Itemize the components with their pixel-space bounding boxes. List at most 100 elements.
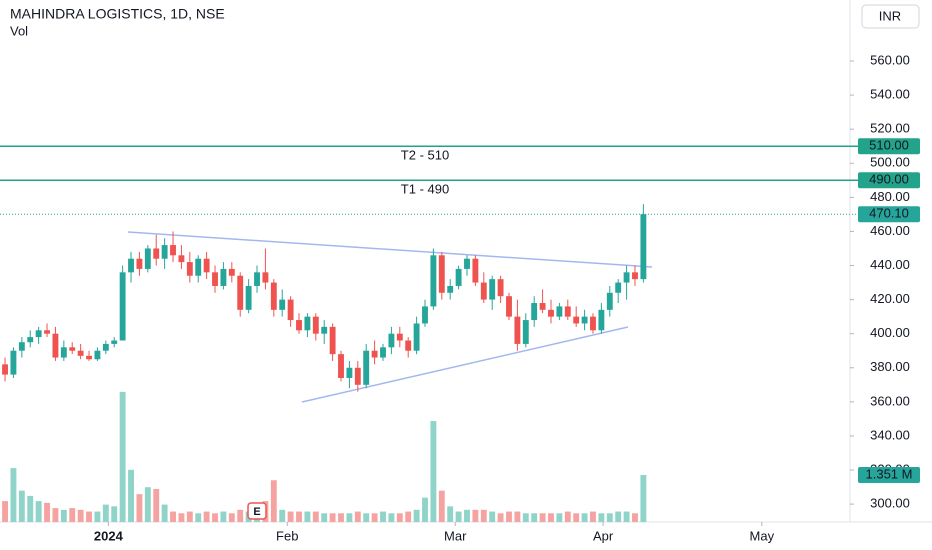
volume-bar: [623, 511, 630, 522]
volume-bar: [60, 509, 67, 522]
candle-body: [212, 272, 218, 286]
subtitle: Vol: [10, 23, 28, 38]
candle-body: [321, 326, 328, 334]
volume-bar: [128, 469, 134, 522]
candle-body: [522, 320, 529, 344]
candle-body: [136, 258, 143, 269]
candle-body: [312, 316, 319, 334]
candle-body: [388, 333, 395, 348]
candle-body: [237, 275, 244, 310]
chart-title: MAHINDRA LOGISTICS, 1D, NSE: [10, 6, 225, 22]
candle-body: [304, 316, 311, 331]
volume-bar: [178, 513, 185, 522]
volume-bar: [237, 509, 244, 522]
volume-bar: [464, 509, 470, 522]
candle-body: [119, 272, 126, 341]
volume-bar: [371, 513, 378, 522]
candle-body: [220, 268, 227, 286]
volume-bar: [556, 513, 563, 522]
candle-body: [69, 347, 76, 351]
y-tick-label: 480.00: [870, 189, 910, 204]
volume-bar: [489, 511, 496, 522]
candle-body: [44, 330, 50, 334]
candle-body: [270, 282, 277, 310]
y-tick-label: 500.00: [870, 155, 910, 170]
volume-bar: [279, 509, 286, 522]
volume-bar: [27, 495, 34, 522]
candle-body: [35, 330, 42, 338]
candle-body: [371, 350, 378, 358]
currency-button[interactable]: [861, 4, 920, 29]
candle-body: [514, 316, 521, 344]
volume-bar: [144, 487, 151, 522]
candle-body: [438, 255, 445, 293]
volume-bar: [186, 511, 193, 522]
volume-bar: [615, 511, 622, 522]
candle-body: [245, 285, 252, 310]
volume-bar: [270, 480, 277, 522]
candle-body: [573, 316, 580, 324]
candle-body: [354, 367, 361, 385]
y-tick-label: 520.00: [870, 121, 910, 136]
candle-body: [632, 272, 638, 280]
volume-bar: [590, 511, 596, 522]
volume-bar: [296, 511, 302, 522]
price-line-box: [858, 138, 920, 155]
last-volume-label: 1.351 M: [866, 466, 913, 481]
price-line-text: T1 - 490: [401, 182, 449, 197]
volume-bar: [321, 513, 328, 522]
candle-body: [489, 279, 496, 300]
candle-body: [380, 347, 386, 358]
volume-bar: [438, 490, 445, 522]
volume-bar: [405, 511, 412, 522]
candle-body: [228, 268, 235, 276]
candle-body: [346, 367, 353, 378]
candle-body: [161, 245, 168, 259]
volume-bar: [522, 513, 529, 522]
volume-bar: [514, 511, 521, 522]
candle-body: [102, 343, 109, 351]
candle-body: [506, 296, 512, 317]
volume-bar: [640, 474, 647, 522]
volume-bar: [480, 509, 487, 522]
candle-body: [144, 248, 151, 269]
volume-bar: [329, 513, 336, 522]
candle-body: [2, 364, 8, 375]
y-tick-label: 300.00: [870, 496, 910, 511]
currency-label[interactable]: INR: [879, 8, 901, 23]
volume-bar: [430, 421, 437, 522]
y-tick-label: 380.00: [870, 359, 910, 374]
y-tick-label: 440.00: [870, 257, 910, 272]
candle-body: [615, 282, 622, 293]
volume-bar: [506, 511, 512, 522]
volume-bar: [548, 513, 554, 522]
volume-bar: [35, 501, 42, 522]
volume-bar: [472, 509, 479, 522]
candle-body: [203, 258, 210, 273]
volume-bar: [396, 513, 403, 522]
candle-body: [296, 320, 302, 331]
volume-bar: [52, 508, 59, 522]
candle-body: [413, 323, 420, 351]
volume-bar: [119, 391, 126, 522]
volume-bar: [102, 504, 109, 522]
volume-bar: [212, 513, 218, 522]
x-tick-label: May: [750, 528, 775, 543]
volume-bar: [388, 513, 395, 522]
trendline: [127, 231, 653, 268]
candle-body: [77, 350, 84, 356]
price-line-text: T2 - 510: [401, 148, 449, 163]
volume-bar: [77, 509, 84, 522]
last-price-box: [858, 206, 920, 223]
volume-bar: [170, 511, 176, 522]
candle-body: [254, 272, 260, 286]
candle-body: [279, 299, 286, 310]
candle-body: [556, 306, 563, 317]
volume-bar: [44, 502, 50, 522]
candle-body: [455, 268, 462, 286]
earnings-marker[interactable]: [247, 502, 267, 520]
volume-bar: [304, 511, 311, 522]
y-tick-label: 540.00: [870, 87, 910, 102]
